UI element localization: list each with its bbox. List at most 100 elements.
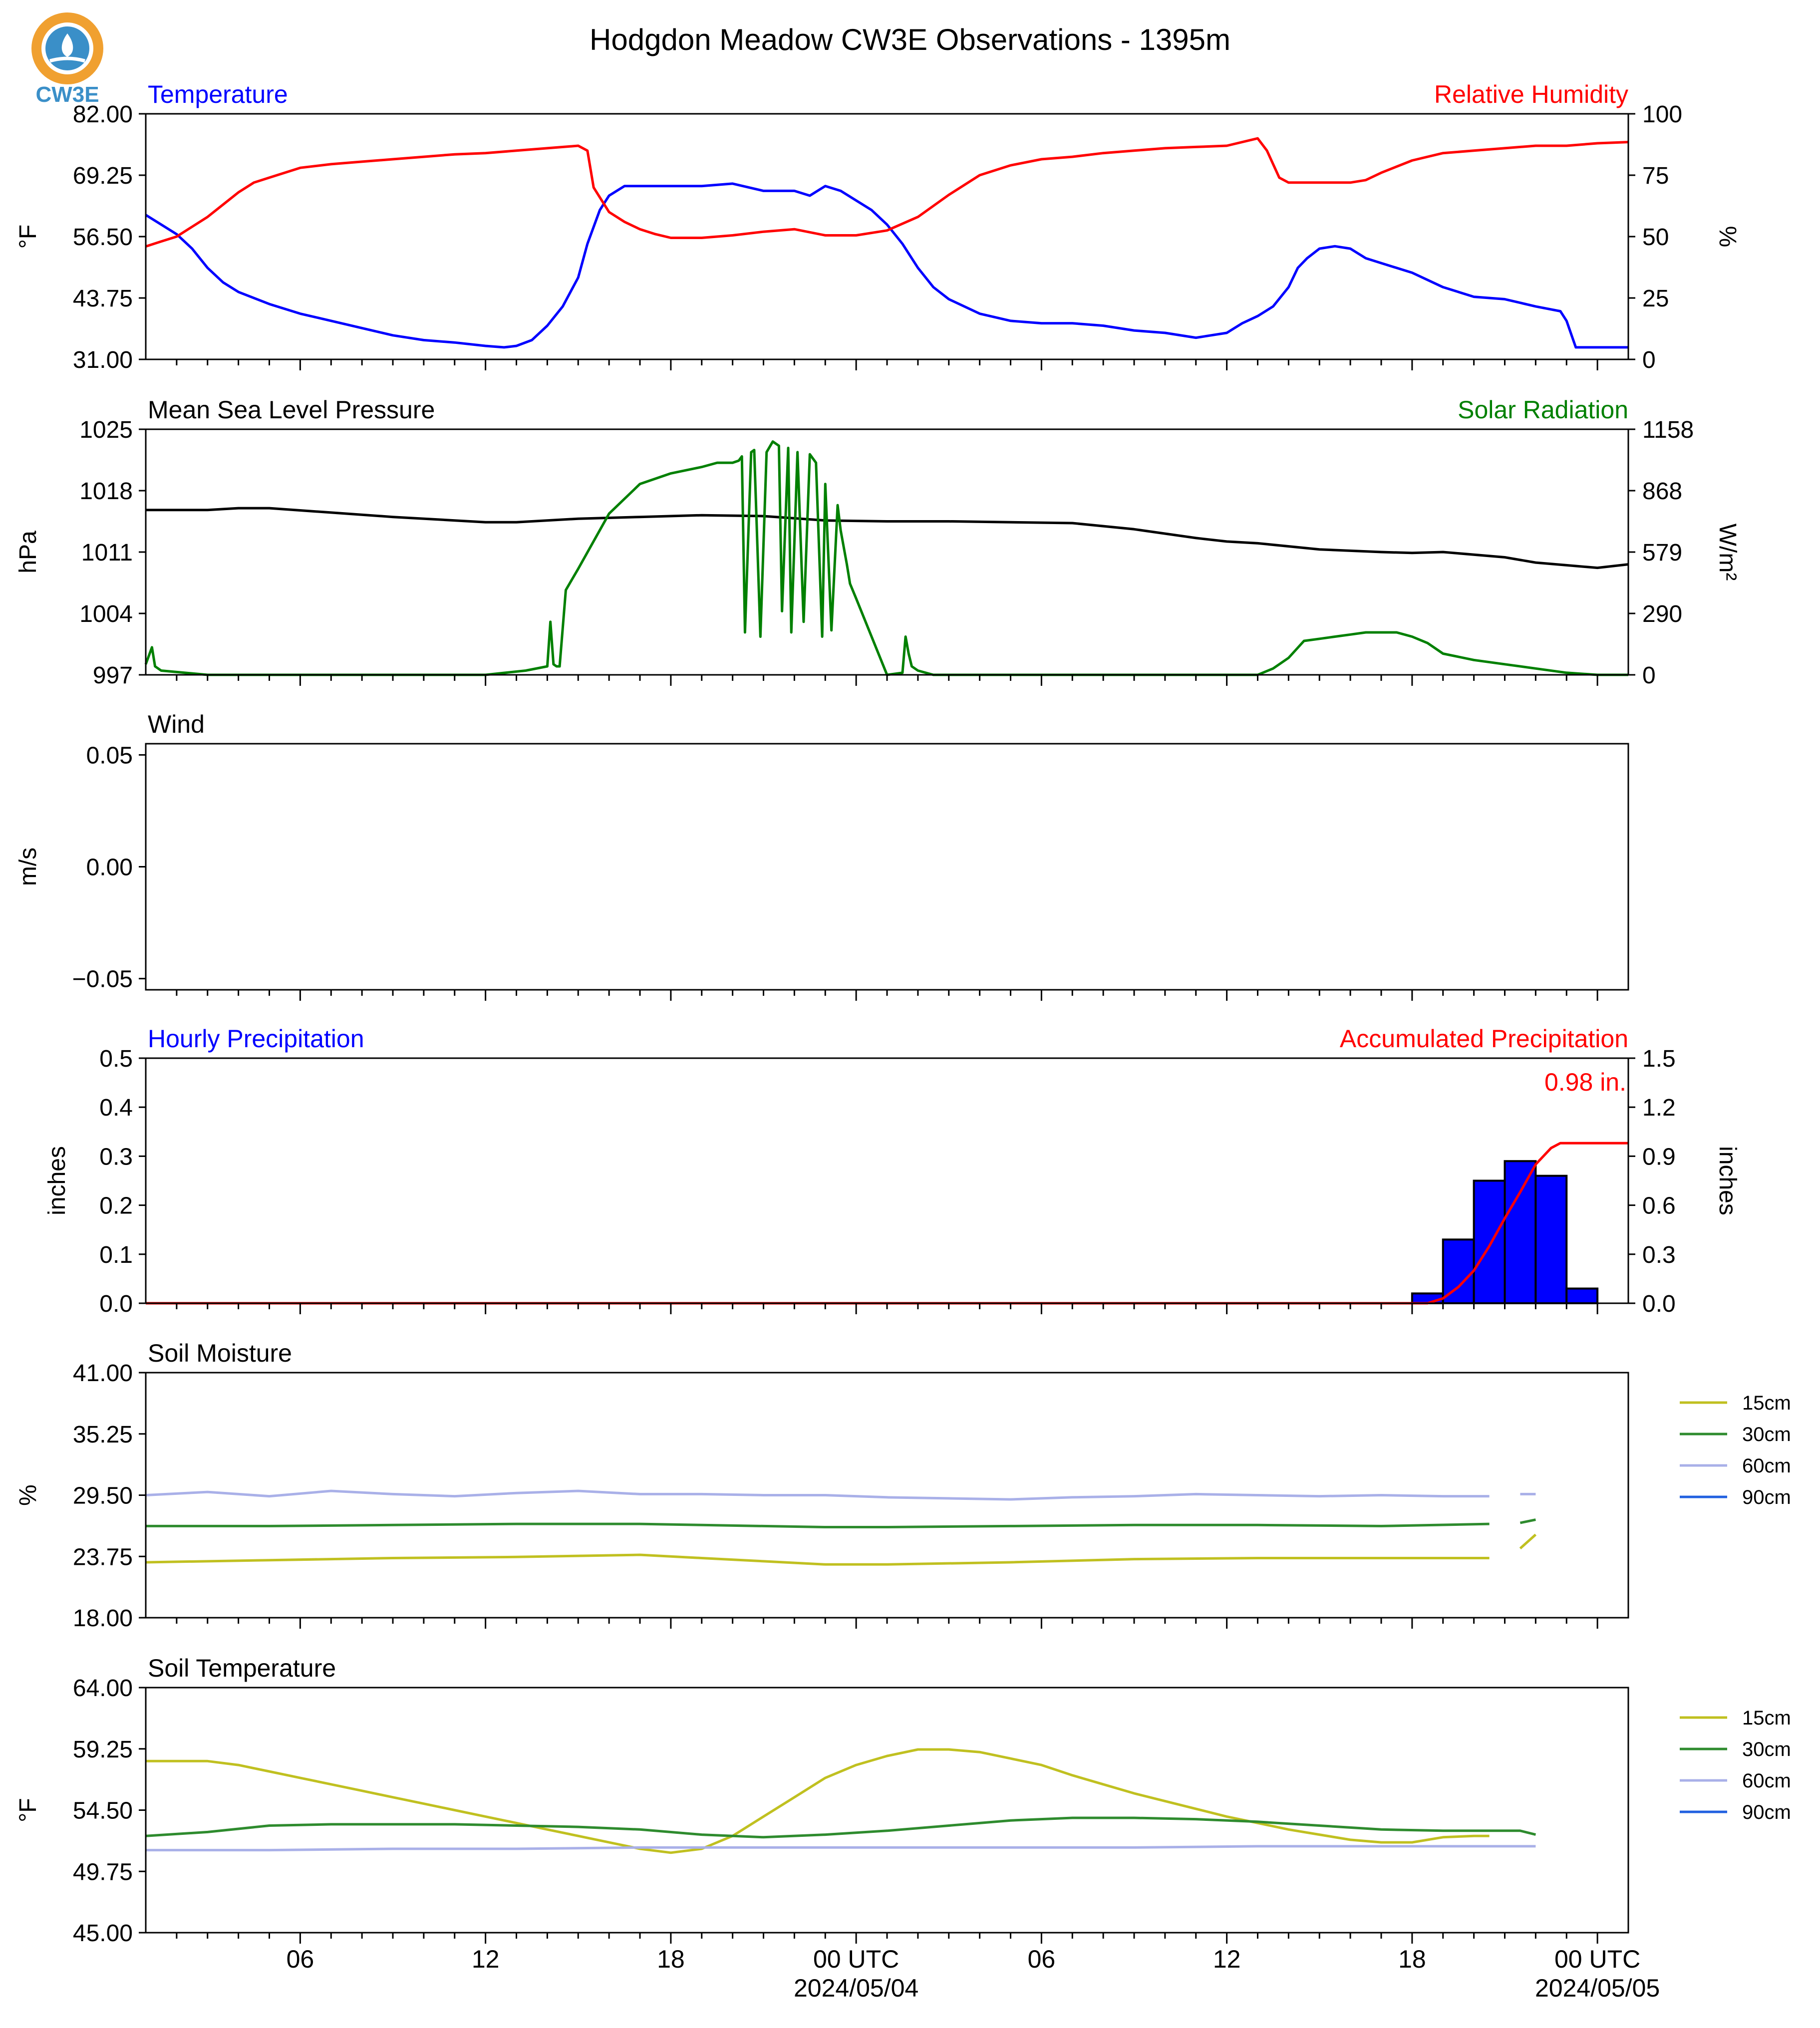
y-tick-label: 1004 xyxy=(79,601,133,627)
y2-axis-label: W/m² xyxy=(1714,524,1741,581)
y2-tick-label: 0.0 xyxy=(1642,1291,1676,1317)
y-tick-label: 64.00 xyxy=(73,1675,133,1702)
plot-frame xyxy=(145,113,1629,360)
plot-frame xyxy=(145,743,1629,991)
series-line xyxy=(145,137,1629,248)
y-tick-label: 18.00 xyxy=(73,1605,133,1632)
y-axis-label: % xyxy=(15,1484,41,1506)
y-tick-label: 0.0 xyxy=(99,1291,133,1317)
y2-tick-label: 0.6 xyxy=(1642,1193,1676,1219)
panel-right-title: Accumulated Precipitation xyxy=(1340,1025,1628,1053)
legend-label: 15cm xyxy=(1742,1707,1791,1729)
series-line xyxy=(146,1522,1490,1528)
x-tick-label: 00 UTC xyxy=(813,1945,899,1973)
y-tick-label: 43.75 xyxy=(73,286,133,312)
y-tick-label: 0.4 xyxy=(99,1095,133,1121)
y-tick-label: 0.05 xyxy=(86,742,133,769)
y-tick-label: −0.05 xyxy=(72,966,133,993)
y2-tick-label: 0.3 xyxy=(1642,1242,1676,1268)
panel-left-title: Mean Sea Level Pressure xyxy=(148,396,435,424)
y-tick-label: 1011 xyxy=(81,540,133,566)
y-tick-label: 41.00 xyxy=(73,1360,133,1387)
x-tick-label: 12 xyxy=(1213,1945,1241,1973)
y2-tick-label: 1158 xyxy=(1642,417,1694,443)
series-line xyxy=(146,1142,1628,1305)
y2-tick-label: 868 xyxy=(1642,478,1682,505)
legend-label: 15cm xyxy=(1742,1392,1791,1414)
y2-tick-label: 0 xyxy=(1642,347,1656,373)
x-tick-label: 06 xyxy=(1028,1945,1056,1973)
panel-temp_rh: Temperature Relative Humidity 31.00 43.75 56… xyxy=(15,80,1741,373)
y-axis-label: °F xyxy=(15,225,41,249)
y-tick-label: 1018 xyxy=(79,478,133,505)
figure-title: Hodgdon Meadow CW3E Observations - 1395m xyxy=(590,23,1230,56)
y-tick-label: 1025 xyxy=(79,417,133,443)
precip-bar xyxy=(1411,1292,1444,1305)
y2-tick-label: 0.9 xyxy=(1642,1144,1676,1170)
y-tick-label: 0.00 xyxy=(86,855,133,881)
y2-axis-label: inches xyxy=(1714,1146,1741,1215)
series-line xyxy=(145,1553,1490,1566)
series-line xyxy=(145,182,1628,349)
y-axis-label: m/s xyxy=(15,848,41,886)
legend-label: 90cm xyxy=(1742,1801,1791,1823)
plot-frame xyxy=(145,1687,1629,1934)
series-line xyxy=(1519,1533,1537,1550)
legend-label: 90cm xyxy=(1742,1486,1791,1508)
y-tick-label: 23.75 xyxy=(73,1544,133,1570)
y2-tick-label: 25 xyxy=(1642,286,1669,312)
y-tick-label: 0.2 xyxy=(99,1193,133,1219)
precip-bar xyxy=(1473,1179,1506,1304)
svg-text:CW3E: CW3E xyxy=(35,82,99,106)
y-tick-label: 45.00 xyxy=(73,1920,133,1947)
y2-tick-label: 50 xyxy=(1642,224,1669,251)
series-line xyxy=(1519,1518,1536,1524)
y-tick-label: 69.25 xyxy=(73,163,133,189)
x-tick-label: 12 xyxy=(472,1945,500,1973)
panel-precip: Hourly Precipitation Accumulated Precipit… xyxy=(44,1025,1741,1317)
y-tick-label: 59.25 xyxy=(73,1737,133,1763)
y2-axis-label: % xyxy=(1714,226,1741,248)
y2-tick-label: 75 xyxy=(1642,163,1669,189)
series-line xyxy=(144,440,1628,676)
panel-left-title: Soil Temperature xyxy=(148,1654,336,1682)
y-tick-label: 0.3 xyxy=(99,1144,133,1170)
y-tick-label: 49.75 xyxy=(73,1859,133,1885)
panel-wind: Wind −0.05 0.00 0.05 m/s xyxy=(15,710,1629,1001)
series-line xyxy=(146,1845,1536,1852)
y-tick-label: 56.50 xyxy=(73,224,133,251)
series-line xyxy=(146,507,1629,570)
y-tick-label: 29.50 xyxy=(73,1483,133,1509)
y-axis-label: °F xyxy=(15,1798,41,1822)
logo-icon: CW3E xyxy=(31,12,103,107)
y-tick-label: 997 xyxy=(93,662,133,689)
plot-frame xyxy=(145,1057,1629,1304)
y2-tick-label: 290 xyxy=(1642,601,1682,627)
x-tick-label: 00 UTC xyxy=(1554,1945,1640,1973)
series-line xyxy=(146,1748,1490,1854)
y2-tick-label: 100 xyxy=(1642,101,1682,128)
cw3e-logo: CW3E xyxy=(20,11,115,107)
x-tick-label: 18 xyxy=(1398,1945,1426,1973)
y2-tick-label: 1.5 xyxy=(1642,1046,1676,1072)
panel-left-title: Soil Moisture xyxy=(148,1339,292,1367)
y-tick-label: 54.50 xyxy=(73,1798,133,1824)
x-date-label: 2024/05/04 xyxy=(794,1974,918,2002)
panel-soil_temperature: Soil Temperature 45.00 49.75 54.50 59.25 64.0… xyxy=(15,1654,1791,1947)
series-line xyxy=(145,1816,1536,1839)
panel-right-title: Solar Radiation xyxy=(1458,396,1628,424)
x-date-label: 2024/05/05 xyxy=(1535,1974,1660,2002)
x-tick-label: 06 xyxy=(287,1945,314,1973)
y-axis-label: hPa xyxy=(15,531,41,574)
panel-right-title: Relative Humidity xyxy=(1434,80,1628,108)
precip-total-annotation: 0.98 in. xyxy=(1544,1068,1626,1096)
legend-label: 30cm xyxy=(1742,1424,1791,1446)
y2-tick-label: 579 xyxy=(1642,540,1682,566)
panel-left-title: Temperature xyxy=(148,80,288,108)
panel-left-title: Wind xyxy=(148,710,205,738)
y2-tick-label: 1.2 xyxy=(1642,1095,1676,1121)
precip-bar xyxy=(1504,1160,1537,1304)
y-tick-label: 0.1 xyxy=(99,1242,133,1268)
y-tick-label: 31.00 xyxy=(73,347,133,373)
